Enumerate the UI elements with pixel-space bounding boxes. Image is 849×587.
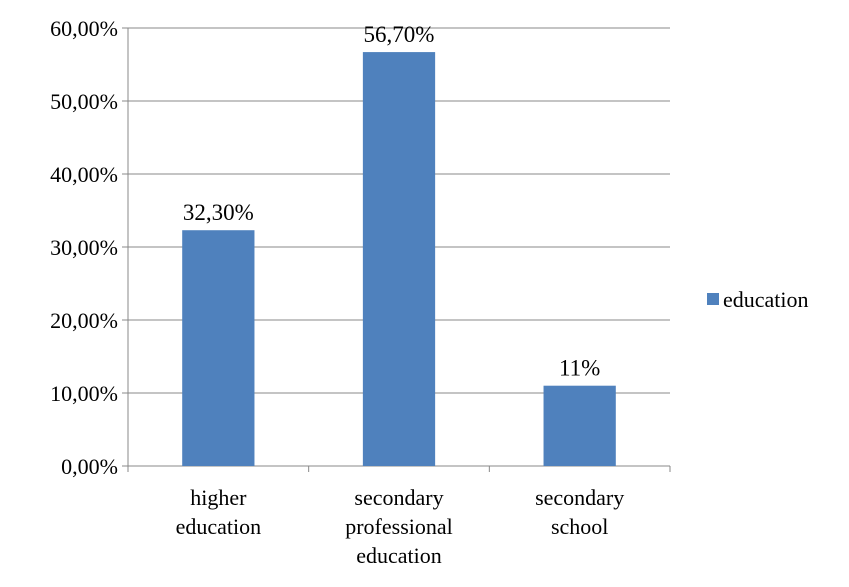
data-label: 11% xyxy=(559,356,600,381)
x-category-label: higher education xyxy=(176,485,262,539)
y-tick-label: 10,00% xyxy=(50,381,118,406)
x-axis-category-labels: higher education secondary professional educ… xyxy=(176,485,625,568)
x-category-label: secondary school xyxy=(535,485,624,539)
bar xyxy=(362,52,436,467)
data-label: 32,30% xyxy=(183,200,254,225)
y-axis-tick-labels: 0,00% 10,00% 20,00% 30,00% 40,00% 50,00% 60,00… xyxy=(50,16,118,479)
data-labels: 32,30% 56,70% 11% xyxy=(183,22,600,381)
data-label: 56,70% xyxy=(364,22,435,47)
legend-label: education xyxy=(723,287,809,312)
bars xyxy=(182,52,616,467)
y-tick-label: 30,00% xyxy=(50,235,118,260)
y-tick-label: 50,00% xyxy=(50,89,118,114)
y-tick-label: 40,00% xyxy=(50,162,118,187)
y-tick-label: 20,00% xyxy=(50,308,118,333)
y-tick-label: 0,00% xyxy=(61,454,118,479)
bar xyxy=(543,385,616,466)
legend-swatch xyxy=(707,293,719,305)
x-category-label: secondary professional education xyxy=(345,485,453,568)
bar xyxy=(182,230,255,466)
legend: education xyxy=(707,287,809,312)
y-tick-label: 60,00% xyxy=(50,16,118,41)
